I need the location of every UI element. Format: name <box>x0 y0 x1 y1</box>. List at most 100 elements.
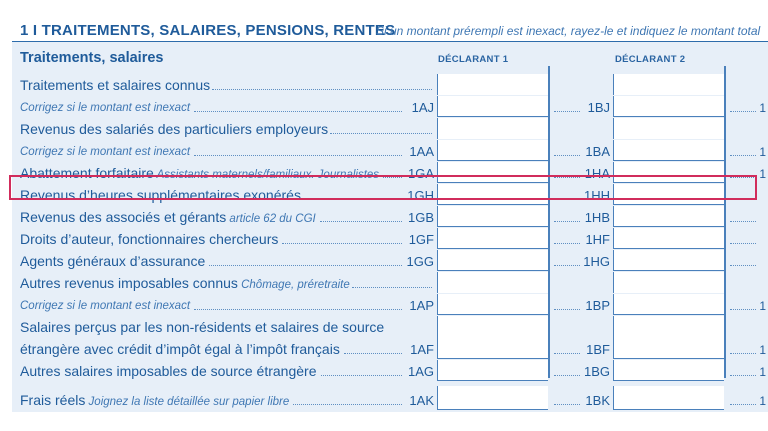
row-label-text: Abattement forfaitaire <box>20 165 154 181</box>
row-label: Droits d’auteur, fonctionnaires chercheu… <box>20 231 278 247</box>
row-label-text: étrangère avec crédit d’impôt égal à l’i… <box>20 341 340 357</box>
form-row: Revenus des salariés des particuliers em… <box>12 118 768 139</box>
dot-leader <box>730 177 756 178</box>
amount-input-declarant-1[interactable] <box>437 140 548 161</box>
dot-leader <box>730 265 756 266</box>
form-row: Revenus des associés et gérants article … <box>12 206 768 227</box>
box-code-declarant-2: 1HB <box>584 210 610 225</box>
amount-input-declarant-2[interactable] <box>613 96 724 117</box>
highlight-box <box>9 175 757 200</box>
dot-leader <box>351 287 432 288</box>
dot-leader <box>554 111 580 112</box>
row-label: Corrigez si le montant est inexact <box>20 102 190 114</box>
amount-input-declarant-2[interactable] <box>613 74 724 95</box>
dot-leader <box>554 353 580 354</box>
dot-leader <box>320 375 402 376</box>
dot-leader <box>343 353 402 354</box>
amount-input-declarant-1[interactable] <box>437 386 548 410</box>
dot-leader <box>319 221 402 222</box>
box-code-declarant-2: 1BF <box>586 342 610 357</box>
dot-leader <box>330 133 432 134</box>
amount-input-declarant-1[interactable] <box>437 272 548 293</box>
form-row: Frais réels Joignez la liste détaillée s… <box>12 386 768 410</box>
amount-input-declarant-1[interactable] <box>437 360 548 381</box>
box-code-declarant-1: 1AG <box>407 364 434 379</box>
form-row: Agents généraux d’assurance 1GG 1HG <box>12 250 768 271</box>
box-code-declarant-1: 1AF <box>410 342 434 357</box>
amount-input-declarant-1[interactable] <box>437 228 548 249</box>
row-label-text: Revenus des associés et gérants <box>20 209 227 225</box>
row-label: Revenus des salariés des particuliers em… <box>20 121 328 137</box>
dot-leader <box>730 155 756 156</box>
dot-leader <box>282 243 402 244</box>
amount-input-declarant-2[interactable] <box>613 228 724 249</box>
amount-input-declarant-2[interactable] <box>613 360 724 381</box>
amount-input-declarant-2[interactable] <box>613 294 724 315</box>
row-label-text: Agents généraux d’assurance <box>20 253 206 269</box>
section-note: Si un montant prérempli est inexact, ray… <box>376 24 761 38</box>
column-rule <box>548 66 550 378</box>
edge-mark: 1 <box>759 299 766 313</box>
amount-input-declarant-1[interactable] <box>437 206 548 227</box>
box-code-declarant-1: 1AP <box>409 298 434 313</box>
row-label: Traitements et salaires connus <box>20 77 210 93</box>
row-label-text: Salaires perçus par les non-résidents et… <box>20 319 385 335</box>
row-label: Revenus des associés et gérants article … <box>20 209 316 225</box>
amount-input-declarant-1[interactable] <box>437 338 548 359</box>
amount-input-declarant-2[interactable] <box>613 250 724 271</box>
edge-mark: 1 <box>759 145 766 159</box>
subsection-heading: Traitements, salaires <box>20 50 164 66</box>
dot-leader <box>293 404 402 405</box>
amount-input-declarant-1[interactable] <box>437 96 548 117</box>
row-label-text: Corrigez si le montant est inexact <box>20 146 191 158</box>
amount-input-declarant-2[interactable] <box>613 118 724 139</box>
box-code-declarant-2: 1BP <box>585 298 610 313</box>
tax-form-section: 1 I TRAITEMENTS, SALAIRES, PENSIONS, REN… <box>12 8 768 412</box>
form-row: Droits d’auteur, fonctionnaires chercheu… <box>12 228 768 249</box>
amount-input-declarant-1[interactable] <box>437 294 548 315</box>
box-code-declarant-1: 1AJ <box>411 100 434 115</box>
amount-input-declarant-2[interactable] <box>613 206 724 227</box>
dot-leader <box>194 309 402 310</box>
dot-leader <box>554 309 580 310</box>
dot-leader <box>194 111 402 112</box>
amount-input-declarant-1[interactable] <box>437 250 548 271</box>
dot-leader <box>730 111 756 112</box>
row-label: Autres revenus imposables connus Chômage… <box>20 275 350 291</box>
amount-input-declarant-1[interactable] <box>437 74 548 95</box>
dot-leader <box>730 309 756 310</box>
row-label: étrangère avec crédit d’impôt égal à l’i… <box>20 341 340 357</box>
amount-input-declarant-1[interactable] <box>437 162 548 183</box>
form-row: Autres revenus imposables connus Chômage… <box>12 272 768 293</box>
box-code-declarant-2: 1HA <box>584 166 610 181</box>
amount-input-declarant-2[interactable] <box>613 140 724 161</box>
row-label-text: Autres salaires imposables de source étr… <box>20 363 317 379</box>
amount-input-declarant-2[interactable] <box>613 162 724 183</box>
edge-mark: 1 <box>759 394 766 408</box>
dot-leader <box>554 155 580 156</box>
row-label: Salaires perçus par les non-résidents et… <box>20 319 384 335</box>
form-row: Corrigez si le montant est inexact 1AJ 1BJ… <box>12 96 768 117</box>
edge-mark: 1 <box>759 101 766 115</box>
edge-mark: 1 <box>759 167 766 181</box>
box-code-declarant-2: 1BJ <box>587 100 610 115</box>
box-code-declarant-1: 1GB <box>407 210 434 225</box>
amount-input-declarant-2[interactable] <box>613 338 724 359</box>
title-rule <box>12 41 768 42</box>
column-header-declarant-2: DÉCLARANT 2 <box>615 54 686 65</box>
amount-input-declarant-2[interactable] <box>613 386 724 410</box>
form-row: Corrigez si le montant est inexact 1AA 1BA… <box>12 140 768 161</box>
dot-leader <box>554 221 580 222</box>
box-code-declarant-2: 1BG <box>583 364 610 379</box>
box-code-declarant-2: 1HG <box>583 254 610 269</box>
form-row: Corrigez si le montant est inexact 1AP 1BP… <box>12 294 768 315</box>
row-label-text: Frais réels <box>20 392 86 408</box>
row-label-aside: article 62 du CGI <box>226 213 316 225</box>
row-label-text: Corrigez si le montant est inexact <box>20 300 191 312</box>
box-code-declarant-1: 1AA <box>409 144 434 159</box>
form-row: étrangère avec crédit d’impôt égal à l’i… <box>12 338 768 359</box>
dot-leader <box>730 243 756 244</box>
amount-input-declarant-1[interactable] <box>437 118 548 139</box>
amount-input-declarant-2[interactable] <box>613 272 724 293</box>
column-rule <box>724 66 726 378</box>
